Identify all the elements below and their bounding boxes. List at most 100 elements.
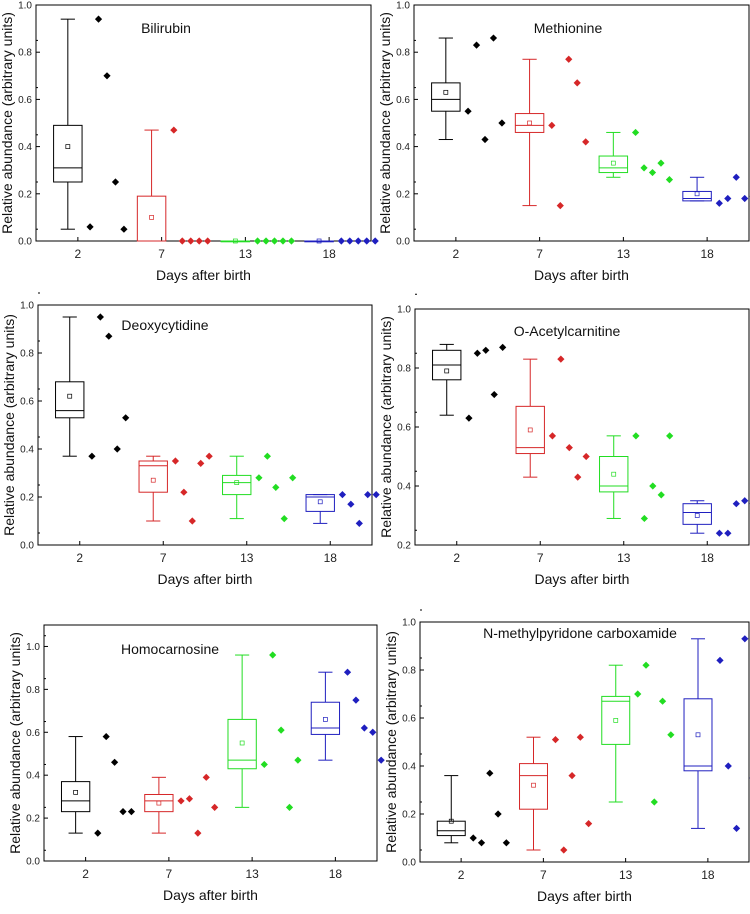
y-tick-label: 0.0	[18, 237, 32, 248]
x-tick-label: 7	[160, 551, 167, 565]
data-point	[372, 491, 380, 499]
data-point	[499, 343, 507, 351]
data-point	[741, 194, 749, 203]
iqr-box	[310, 701, 341, 735]
data-point	[585, 820, 593, 828]
x-tick-label: 2	[75, 247, 82, 261]
box-day-2	[55, 313, 130, 460]
data-point	[103, 72, 111, 80]
mean-marker	[323, 717, 328, 722]
box-day-13	[220, 237, 296, 245]
data-point	[170, 126, 178, 134]
data-point	[498, 119, 506, 127]
box-day-7	[138, 452, 213, 525]
data-point	[640, 514, 648, 523]
y-axis-title: Relative abundance (arbitrary units)	[383, 631, 399, 853]
x-axis-title: Days after birth	[534, 267, 629, 283]
data-point	[377, 756, 385, 764]
data-point	[280, 515, 288, 523]
y-tick-label: 0.2	[26, 814, 40, 825]
box-day-7	[136, 126, 212, 245]
mean-marker	[527, 120, 532, 126]
iqr-box	[60, 781, 91, 813]
data-point	[631, 128, 640, 137]
box-day-2	[436, 769, 510, 847]
mean-marker	[317, 499, 323, 505]
iqr-box	[136, 195, 167, 242]
data-point	[270, 237, 279, 245]
y-axis-title: Relative abundance (arbitrary units)	[378, 316, 394, 538]
x-tick-label: 7	[158, 247, 165, 261]
x-tick-label: 7	[537, 551, 544, 565]
data-point	[724, 194, 732, 203]
data-point	[86, 223, 94, 231]
data-point	[96, 313, 104, 321]
x-tick-label: 2	[453, 551, 460, 565]
data-point	[369, 728, 377, 736]
data-point	[657, 159, 665, 167]
y-tick-label: 0.8	[18, 48, 32, 59]
y-tick-label: 0.8	[20, 349, 34, 360]
data-point	[465, 414, 473, 422]
y-tick-label: 0.4	[26, 771, 40, 782]
data-point	[551, 736, 560, 744]
y-tick-label: 0.4	[397, 482, 411, 493]
data-point	[665, 176, 674, 184]
y-tick-label: 0.0	[20, 541, 34, 552]
x-axis-title: Days after birth	[156, 267, 251, 283]
data-point	[211, 803, 219, 811]
data-point	[657, 491, 665, 499]
data-point	[94, 15, 103, 23]
data-point	[171, 457, 180, 465]
x-tick-label: 2	[458, 868, 465, 882]
data-point	[343, 668, 352, 676]
data-point	[632, 432, 640, 440]
data-point	[574, 473, 582, 481]
panel-homocarnosine: 0.0 0.2 0.4 0.6 0.8 1.0 2 7 13 18 Days after birth…	[7, 624, 385, 903]
data-point	[105, 332, 113, 340]
x-tick-label: 2	[76, 551, 83, 565]
plot-frame	[37, 304, 373, 546]
data-point	[205, 452, 213, 460]
data-point	[337, 237, 345, 245]
box-day-18	[682, 173, 750, 207]
x-tick-label: 13	[617, 551, 631, 565]
y-tick-label: 0.4	[402, 762, 416, 773]
data-point	[120, 225, 128, 233]
data-point	[102, 732, 110, 741]
iqr-box	[682, 503, 712, 525]
y-tick-label: 0.2	[402, 810, 416, 821]
panel-title: Methionine	[534, 20, 603, 36]
mean-marker	[613, 718, 619, 723]
data-point	[482, 346, 490, 354]
data-point	[338, 491, 347, 499]
data-point	[568, 772, 576, 780]
y-tick-label: 0.0	[396, 237, 410, 248]
data-point	[565, 55, 573, 63]
y-tick-label: 0.6	[397, 423, 411, 434]
data-point	[548, 121, 556, 129]
box-day-7	[519, 733, 593, 854]
data-point	[573, 79, 581, 87]
data-point	[548, 432, 557, 440]
iqr-box	[601, 695, 631, 745]
panel-o-acetylcarnitine: 0.2 0.4 0.6 0.8 1.0 2 7 13 18 Days after birth Rel…	[378, 293, 750, 587]
mean-marker	[73, 789, 78, 795]
data-point	[355, 519, 363, 527]
box-day-7	[515, 355, 590, 481]
data-point	[279, 237, 287, 245]
y-tick-label: 1.0	[20, 301, 34, 312]
data-point	[269, 651, 277, 659]
iqr-box	[227, 718, 257, 770]
data-point	[202, 773, 210, 781]
mean-marker	[695, 732, 701, 738]
mean-marker	[234, 480, 240, 485]
data-point	[371, 237, 379, 245]
data-point	[557, 355, 565, 363]
y-tick-label: 0.8	[396, 48, 410, 59]
x-tick-label: 7	[540, 868, 547, 882]
plot-frame	[413, 4, 750, 242]
data-point	[473, 349, 481, 357]
data-point	[560, 846, 568, 854]
